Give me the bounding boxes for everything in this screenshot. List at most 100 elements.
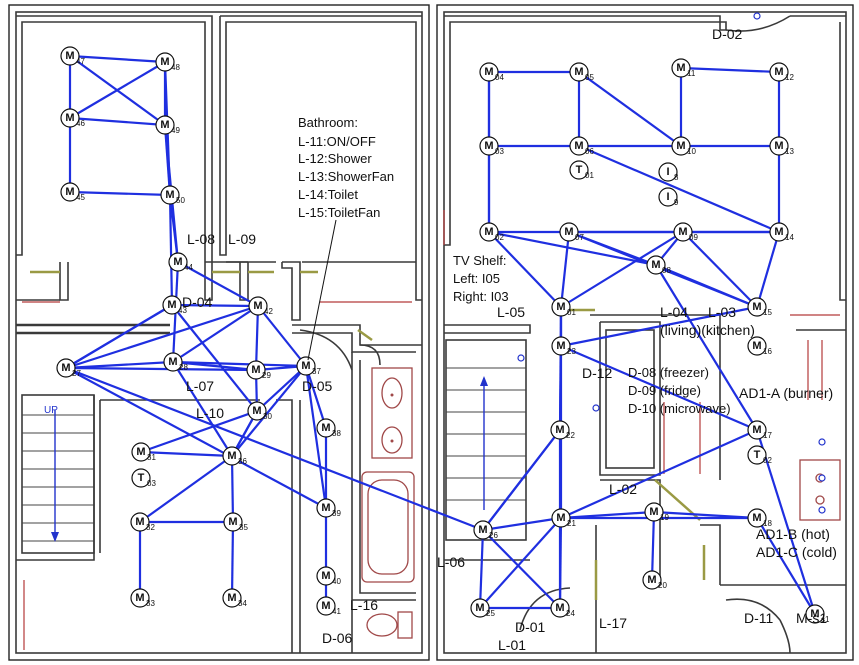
bathroom-line: L-11:ON/OFF — [298, 134, 376, 149]
sensor-marker — [646, 255, 666, 275]
sensor-letter: M — [65, 50, 74, 62]
sensor-m36: M 36 — [222, 446, 247, 466]
sensor-id: 22 — [566, 431, 575, 440]
sensor-marker — [316, 498, 336, 518]
sensor-letter: M — [752, 301, 761, 313]
sensor-marker — [131, 442, 151, 462]
sensor-marker — [569, 62, 589, 82]
label-l05: L-05 — [497, 304, 525, 320]
sensor-m29: M 29 — [246, 360, 271, 380]
sensor-m37: M 37 — [296, 356, 321, 376]
label-l03: L-03 — [708, 304, 736, 320]
sensor-marker — [247, 401, 267, 421]
bathroom-line: L-12:Shower — [298, 151, 372, 166]
sensor-m07: M 07 — [559, 222, 584, 242]
sensor-id: 03 — [147, 479, 156, 488]
sensor-marker — [248, 296, 268, 316]
sensor-id: 30 — [263, 412, 272, 421]
sensor-id: 24 — [566, 609, 575, 618]
sensor-m22: M 22 — [550, 420, 575, 440]
sensor-m12: M 12 — [769, 62, 794, 82]
sensor-link — [560, 428, 758, 520]
sensor-id: 37 — [312, 367, 321, 376]
sensor-marker — [551, 508, 571, 528]
sensor-m19: M 19 — [644, 502, 669, 522]
sensor-letter: M — [676, 62, 685, 74]
sensor-letter: M — [752, 424, 761, 436]
sensor-marker — [559, 222, 579, 242]
sensor-id: s1 — [821, 615, 830, 624]
sensor-id: 09 — [689, 233, 698, 242]
sensor-link — [578, 144, 780, 234]
bathroom-line: L-15:ToiletFan — [298, 205, 380, 220]
label-d01: D-01 — [515, 619, 546, 635]
sensor-marker — [805, 604, 825, 624]
sensor-link — [482, 429, 561, 531]
sensor-m24: M 24 — [550, 598, 575, 618]
label-ad1b: AD1-B (hot) — [756, 526, 830, 542]
sensor-letter: M — [252, 405, 261, 417]
sensor-id: 04 — [495, 73, 504, 82]
sensor-m49: M 49 — [155, 115, 180, 135]
sensor-marker — [470, 598, 490, 618]
tv-line: Left: I05 — [453, 271, 500, 286]
sensor-letter: M — [774, 140, 783, 152]
sensor-link — [756, 517, 816, 615]
sensor-marker — [769, 62, 789, 82]
sensor-letter: M — [475, 602, 484, 614]
sensor-marker — [569, 160, 589, 180]
kitchen-line: D-09 (fridge) — [628, 383, 701, 398]
sensor-link — [488, 231, 562, 308]
sensor-m33: M 33 — [130, 588, 155, 608]
sensor-m17: M 17 — [747, 420, 772, 440]
kitchen-line: D-08 (freezer) — [628, 365, 709, 380]
sensor-letter: M — [649, 506, 658, 518]
sensor-link — [482, 529, 561, 609]
sensor-letter: M — [321, 422, 330, 434]
sensor-link — [172, 360, 307, 368]
sensor-marker — [162, 295, 182, 315]
sensor-link — [254, 305, 260, 371]
sensor-t01: T 01 — [569, 160, 594, 180]
bathroom-title: Bathroom: — [298, 115, 358, 130]
sensor-m15: M 15 — [747, 297, 772, 317]
label-d04: D-04 — [182, 294, 213, 310]
sensor-link — [65, 360, 174, 370]
sensor-id: 08 — [662, 266, 671, 275]
sensor-link — [140, 409, 258, 454]
sensor-link — [69, 190, 171, 197]
sensor-id: 23 — [567, 347, 576, 356]
sensor-letter: M — [228, 516, 237, 528]
label-d05: D-05 — [302, 378, 333, 394]
sensor-link — [140, 450, 233, 458]
bathroom-line: L-14:Toilet — [298, 187, 358, 202]
sensor-link — [560, 305, 758, 348]
sensor-id: 18 — [763, 519, 772, 528]
sensor-letter: M — [321, 570, 330, 582]
sensor-marker — [671, 58, 691, 78]
svg-text:UP: UP — [44, 405, 58, 416]
sensor-marker — [160, 185, 180, 205]
sensor-link — [304, 365, 328, 509]
sensor-letter: I — [666, 191, 669, 203]
sensor-letter: M — [165, 189, 174, 201]
sensor-id: 38 — [332, 429, 341, 438]
sensor-marker — [551, 336, 571, 356]
sensor-marker — [644, 502, 664, 522]
sensor-link — [755, 429, 817, 615]
sensor-id: 25 — [486, 609, 495, 618]
label-l01: L-01 — [498, 637, 526, 653]
sensor-link — [755, 231, 781, 308]
sensor-m27: M 27 — [56, 358, 81, 378]
sensor-link — [680, 66, 780, 74]
sensor-link — [559, 231, 571, 308]
sensor-letter: M — [227, 592, 236, 604]
sensor-link — [488, 230, 657, 267]
sensor-m11: M 11 — [671, 58, 696, 78]
sensor-link — [653, 510, 758, 520]
sensor-id: 44 — [184, 263, 193, 272]
sensor-link — [171, 303, 259, 308]
sensor-letter: M — [774, 226, 783, 238]
sensor-id: 46 — [76, 119, 85, 128]
